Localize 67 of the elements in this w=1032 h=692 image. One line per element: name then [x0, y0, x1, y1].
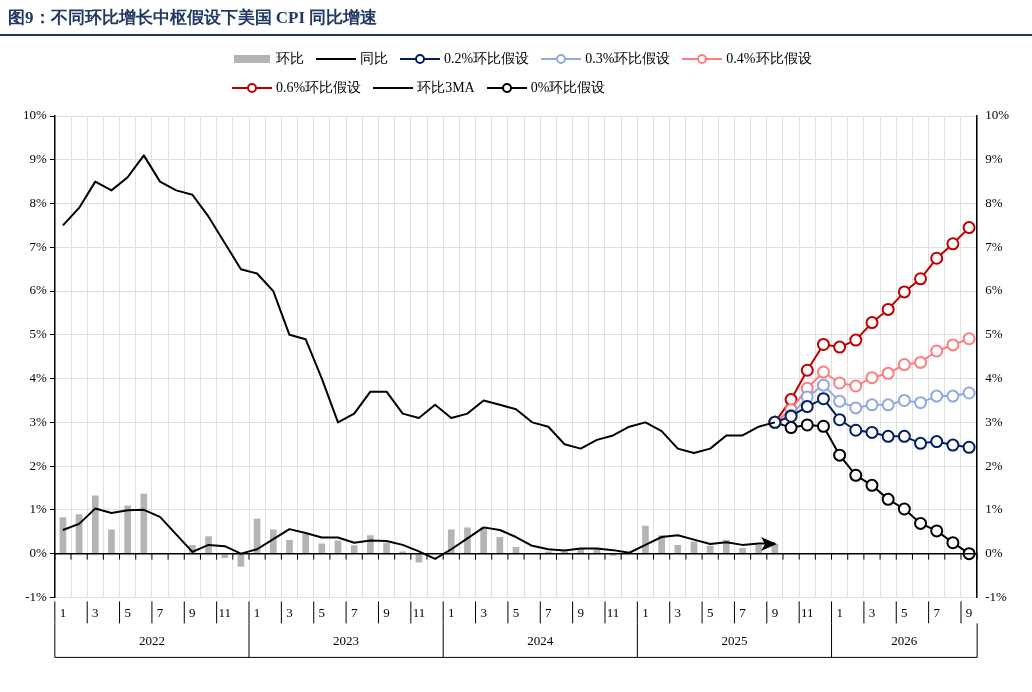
y2-tick-label: 10%: [985, 107, 1010, 123]
chart-title: 图9：不同环比增长中枢假设下美国 CPI 同比增速: [0, 0, 1032, 36]
y-tick-label: -1%: [25, 588, 47, 604]
legend-label: 环比: [276, 49, 304, 68]
legend-label: 0.3%环比假设: [585, 49, 671, 68]
text: 2022: [138, 632, 165, 648]
legend-label: 0.6%环比假设: [276, 78, 362, 97]
x-tick-label: 7: [545, 604, 553, 620]
x-tick-label: 11: [412, 604, 426, 620]
x-tick-label: 3: [674, 604, 682, 620]
x-tick-label: 9: [577, 604, 584, 620]
x-tick-label: 9: [383, 604, 390, 620]
legend-label: 0.2%环比假设: [444, 49, 530, 68]
text: 2025: [721, 632, 748, 648]
x-tick-label: 5: [901, 604, 908, 620]
y2-tick-label: 4%: [985, 370, 1003, 385]
x-tick-label: 5: [318, 604, 326, 620]
y2-tick-label: 6%: [985, 282, 1003, 298]
x-tick-label: 5: [512, 604, 520, 620]
x-tick-label: 7: [739, 604, 747, 620]
y2-tick-label: 5%: [985, 326, 1003, 342]
y2-tick-label: 0%: [985, 545, 1003, 561]
y-tick-label: 3%: [29, 413, 47, 429]
legend-label: 环比3MA: [417, 78, 475, 97]
x-tick-label: 11: [801, 604, 814, 620]
legend-label: 0.4%环比假设: [726, 49, 812, 68]
y2-tick-label: 2%: [985, 457, 1003, 473]
x-tick-label: 1: [59, 604, 67, 620]
x-tick-label: 9: [965, 604, 973, 620]
y2-tick-label: 8%: [985, 194, 1003, 210]
x-tick-label: 7: [933, 604, 941, 620]
x-tick-label: 1: [642, 604, 649, 620]
y-tick-label: 10%: [22, 107, 47, 123]
text: 2024: [527, 632, 554, 648]
y-tick-label: 1%: [29, 501, 47, 517]
x-tick-label: 7: [156, 604, 164, 620]
y2-tick-label: 9%: [985, 151, 1003, 167]
legend-label: 同比: [360, 49, 388, 68]
y2-tick-label: -1%: [985, 588, 1007, 604]
y-tick-label: 0%: [29, 545, 47, 561]
legend-label: 0%环比假设: [530, 78, 606, 97]
x-tick-label: 3: [868, 604, 876, 620]
x-tick-label: 11: [218, 604, 231, 620]
y-tick-label: 8%: [29, 194, 47, 210]
y-tick-label: 2%: [29, 457, 47, 473]
x-tick-label: 11: [606, 604, 620, 620]
y2-tick-label: 7%: [985, 238, 1003, 254]
y-tick-label: 7%: [29, 238, 47, 254]
x-tick-label: 1: [448, 604, 455, 620]
x-tick-label: 5: [124, 604, 131, 620]
text: 2026: [891, 632, 918, 648]
x-tick-label: 3: [286, 604, 293, 620]
y-tick-label: 4%: [29, 370, 47, 385]
x-tick-label: 1: [836, 604, 843, 620]
y2-tick-label: 3%: [985, 413, 1003, 429]
y-tick-label: 6%: [29, 282, 47, 298]
x-tick-label: 9: [189, 604, 196, 620]
y-tick-label: 5%: [29, 326, 47, 342]
x-tick-label: 3: [480, 604, 487, 620]
x-tick-label: 7: [350, 604, 358, 620]
x-tick-label: 5: [706, 604, 714, 620]
x-tick-label: 1: [253, 604, 261, 620]
y-tick-label: 9%: [29, 151, 47, 167]
x-tick-label: 9: [771, 604, 779, 620]
text: 2023: [333, 632, 360, 648]
y2-tick-label: 1%: [985, 501, 1003, 517]
x-tick-label: 3: [92, 604, 99, 620]
